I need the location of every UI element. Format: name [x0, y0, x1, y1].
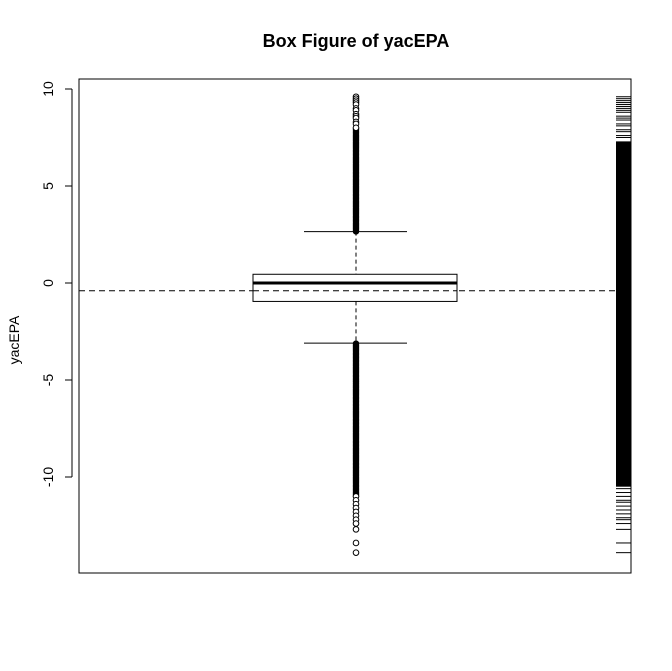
rug — [616, 96, 631, 554]
y-tick-label: 10 — [40, 81, 56, 97]
iqr-box — [252, 273, 458, 302]
outlier-point — [352, 539, 360, 547]
y-axis-label: yacEPA — [6, 315, 22, 364]
y-axis: 10 5 0 -5 -10 — [40, 81, 73, 487]
y-tick-label: -5 — [40, 374, 56, 387]
outliers — [352, 93, 360, 556]
rug-dense-block — [616, 141, 631, 487]
y-tick-label: 5 — [40, 182, 56, 190]
outlier-point — [352, 526, 360, 533]
plot-area — [79, 93, 631, 556]
y-tick-label: 0 — [40, 279, 56, 287]
y-tick-label: -10 — [40, 467, 56, 487]
outlier-point — [352, 520, 360, 527]
outlier-point — [352, 124, 360, 132]
outlier-point — [352, 549, 360, 556]
chart-title: Box Figure of yacEPA — [263, 31, 450, 51]
